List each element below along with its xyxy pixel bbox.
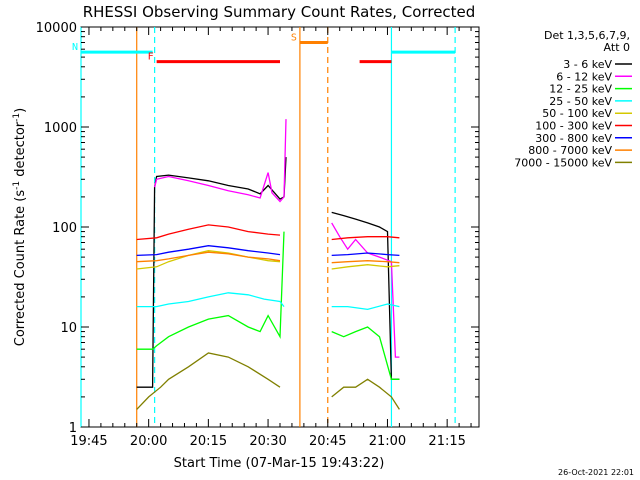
legend-entry-label: 300 - 800 keV xyxy=(535,132,612,145)
legend-entry-label: 7000 - 15000 keV xyxy=(514,156,612,169)
series-line xyxy=(136,245,281,257)
x-tick-label: 20:30 xyxy=(249,434,286,449)
series-line xyxy=(136,292,285,308)
x-tick-label: 20:45 xyxy=(309,434,346,449)
y-tick-label: 100 xyxy=(52,221,77,236)
legend-entry-label: 3 - 6 keV xyxy=(563,58,612,71)
x-tick-label: 20:15 xyxy=(190,434,227,449)
flags-layer: N F S xyxy=(72,32,456,64)
plot-area: N F S 1 10 100 1000 10000 19:45 20:00 20:15 20:30… xyxy=(36,21,480,449)
flag-label: N xyxy=(72,42,78,53)
plot-frame xyxy=(80,26,480,428)
legend-entry-label: 12 - 25 keV xyxy=(549,83,612,96)
series-line xyxy=(331,252,400,257)
series-line xyxy=(331,264,400,270)
series-line xyxy=(136,157,287,388)
legend-header-line1: Det 1,3,5,6,7,9, xyxy=(544,29,630,42)
y-axis-ticks: 1 10 100 1000 10000 xyxy=(36,21,479,436)
series-line xyxy=(331,236,400,241)
x-tick-label: 19:45 xyxy=(70,434,107,449)
legend-entry-label: 800 - 7000 keV xyxy=(528,144,612,157)
chart-title: RHESSI Observing Summary Count Rates, Co… xyxy=(83,3,476,21)
x-tick-label: 20:00 xyxy=(130,434,167,449)
flag-label: F xyxy=(148,52,154,63)
y-axis-label: Corrected Count Rate (s-1 detector-1) xyxy=(12,108,28,346)
legend-entry-label: 6 - 12 keV xyxy=(556,70,612,83)
series-line xyxy=(136,224,281,241)
legend-entry-label: 50 - 100 keV xyxy=(542,107,612,120)
series-line xyxy=(331,211,400,380)
flag-label: S xyxy=(291,32,297,43)
legend-header-line2: Att 0 xyxy=(604,41,630,54)
x-tick-label: 21:00 xyxy=(369,434,406,449)
x-axis-label: Start Time (07-Mar-15 19:43:22) xyxy=(174,456,385,471)
y-tick-label: 10000 xyxy=(36,21,77,36)
x-axis-ticks: 19:45 20:00 20:15 20:30 20:45 21:00 21:15 xyxy=(70,27,472,449)
series-layer xyxy=(136,119,400,410)
series-line xyxy=(136,250,281,270)
series-line xyxy=(153,119,287,203)
series-line xyxy=(136,251,281,263)
series-line xyxy=(331,260,400,264)
series-line xyxy=(331,326,400,380)
y-tick-label: 1000 xyxy=(44,121,77,136)
series-line xyxy=(136,231,285,350)
y-tick-label: 10 xyxy=(60,321,77,336)
series-line xyxy=(136,352,281,410)
vertical-markers xyxy=(80,27,456,427)
series-line xyxy=(331,303,400,311)
legend-entry-label: 100 - 300 keV xyxy=(535,120,612,133)
y-tick-label: 1 xyxy=(69,421,77,436)
footer-date: 26-Oct-2021 22:01 xyxy=(558,468,634,477)
x-tick-label: 21:15 xyxy=(428,434,465,449)
series-line xyxy=(331,378,400,410)
legend-entry-label: 25 - 50 keV xyxy=(549,95,612,108)
